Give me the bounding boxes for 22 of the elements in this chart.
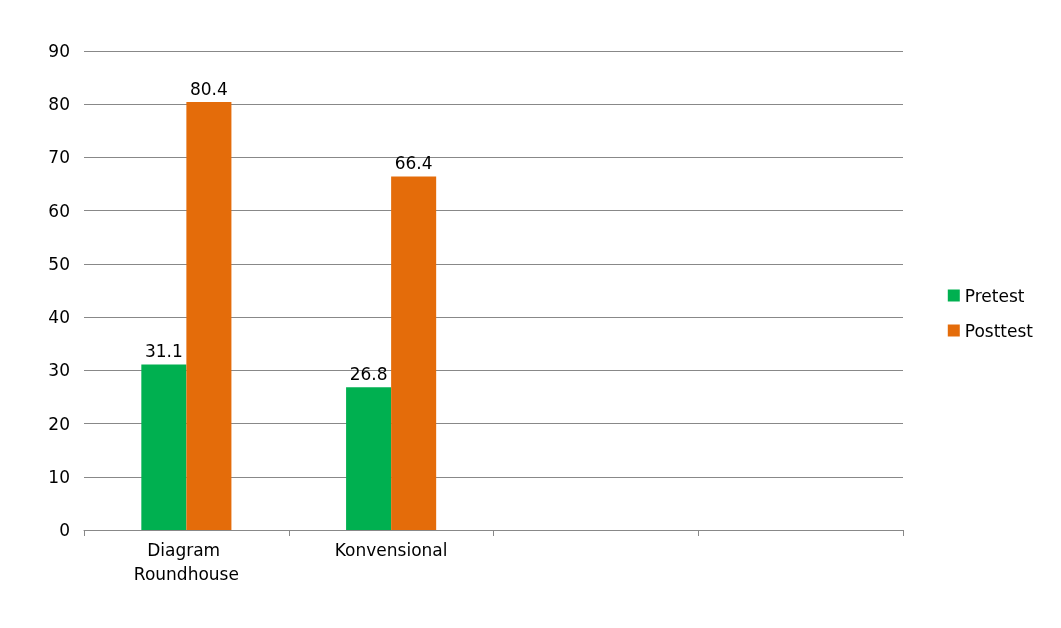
y-tick-label: 50 [48, 253, 70, 274]
data-label: 66.4 [394, 153, 433, 174]
bar [186, 102, 232, 530]
y-tick-label: 40 [48, 307, 70, 328]
x-tick-label: Konvensional [334, 540, 448, 560]
bar [346, 387, 392, 530]
y-tick-label: 60 [48, 200, 70, 221]
x-tick-label: Diagram Roundhouse [133, 540, 239, 584]
y-tick-label: 0 [59, 520, 70, 540]
legend-label: Pretest [964, 285, 1025, 306]
data-label: 80.4 [189, 78, 228, 99]
legend-label: Posttest [964, 320, 1034, 341]
y-tick-label: 20 [48, 413, 70, 434]
y-tick-label: 90 [48, 41, 70, 61]
data-label: 31.1 [144, 340, 183, 361]
y-tick-label: 80 [48, 94, 70, 115]
y-tick-label: 10 [48, 466, 70, 487]
bar [391, 176, 437, 530]
y-tick-label: 70 [48, 147, 70, 168]
y-tick-label: 30 [48, 360, 70, 381]
data-label: 26.8 [349, 363, 388, 384]
bar [141, 364, 187, 530]
